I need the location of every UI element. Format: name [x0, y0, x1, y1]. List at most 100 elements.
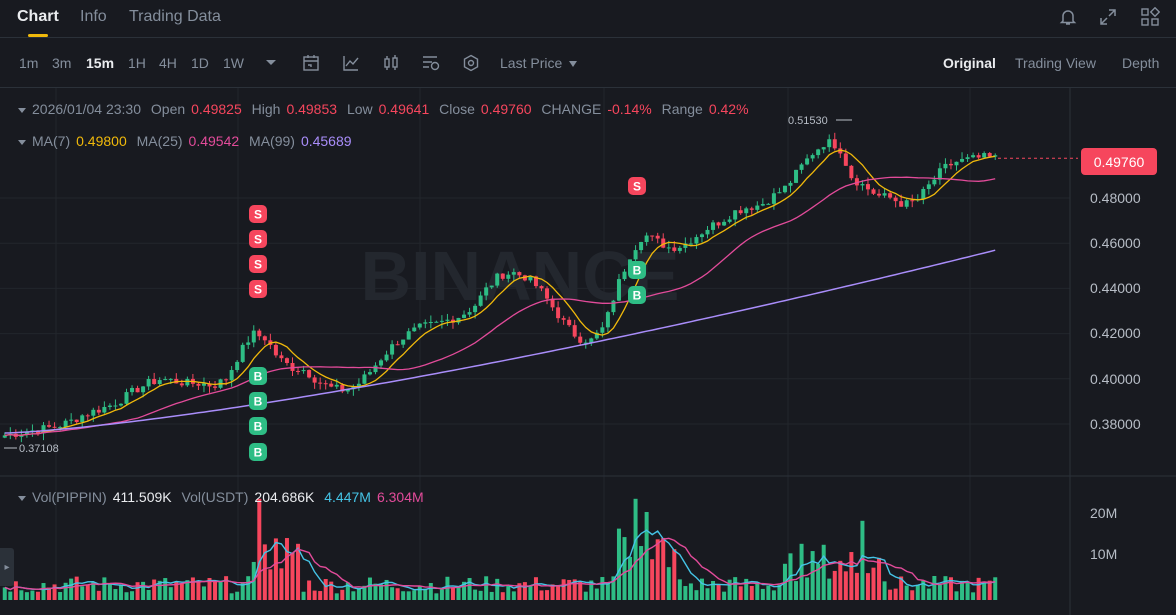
view-depth[interactable]: Depth [1122, 55, 1160, 71]
volume-bar [307, 580, 312, 600]
volume-bar [52, 584, 57, 600]
volume-bar [268, 569, 273, 600]
expand-icon[interactable] [1097, 6, 1119, 28]
volume-bar [434, 593, 439, 600]
volume-bar [401, 591, 406, 600]
candle-body [279, 355, 284, 359]
volume-bar [915, 585, 920, 600]
timeframe-1h[interactable]: 1H [128, 55, 146, 71]
candle-body [616, 279, 621, 301]
volume-bar [633, 498, 638, 600]
vol-base-label: Vol(PIPPIN) [32, 489, 107, 505]
volume-ma-short-line [4, 529, 996, 591]
low-value: 0.49641 [378, 101, 430, 117]
volume-bar [80, 586, 85, 600]
low-marker-label: 0.37108 [19, 443, 59, 455]
hexagon-settings-icon[interactable] [461, 53, 481, 73]
vol-base-value: 411.509K [112, 489, 172, 505]
grid-layout-icon[interactable] [1139, 6, 1161, 28]
candle-body [412, 327, 417, 332]
candle-body [965, 157, 970, 159]
active-tab-indicator [28, 34, 48, 37]
volume-bar [639, 546, 644, 600]
candle-body [201, 383, 206, 386]
candle-body [146, 379, 151, 387]
tab-chart[interactable]: Chart [17, 8, 59, 25]
timeframe-1w[interactable]: 1W [223, 55, 244, 71]
price-axis-tick: 0.46000 [1090, 235, 1141, 251]
volume-bar [965, 581, 970, 600]
volume-bar [711, 581, 716, 600]
candle-type-icon[interactable] [381, 53, 401, 73]
sell-signal-badge [249, 280, 267, 298]
volume-bar [312, 590, 317, 600]
volume-bar [152, 579, 157, 600]
volume-bar [428, 582, 433, 600]
candle-body [323, 383, 328, 385]
view-trading-view[interactable]: Trading View [1015, 55, 1096, 71]
volume-bar [456, 586, 461, 600]
candle-body [821, 147, 826, 150]
candle-body [141, 386, 146, 393]
timeframe-1d[interactable]: 1D [191, 55, 209, 71]
candle-body [495, 273, 500, 286]
timeframe-1m[interactable]: 1m [19, 55, 39, 71]
volume-bar [47, 587, 52, 600]
volume-bar [13, 581, 18, 600]
candle-body [683, 243, 688, 248]
price-axis-tick: 0.48000 [1090, 190, 1141, 206]
volume-bar [118, 584, 123, 600]
chart-settings-icon[interactable] [421, 53, 441, 73]
collapse-caret-icon[interactable] [18, 107, 26, 113]
candle-body [694, 237, 699, 244]
candle-body [877, 193, 882, 196]
volume-bar [722, 591, 727, 600]
open-value: 0.49825 [191, 101, 242, 117]
timeframe-15m[interactable]: 15m [86, 55, 115, 71]
calendar-icon[interactable] [301, 53, 321, 73]
volume-bar [224, 576, 229, 600]
price-mode-dropdown[interactable]: Last Price [500, 55, 578, 71]
volume-bar [390, 587, 395, 600]
volume-bar [340, 589, 345, 600]
candle-body [539, 286, 544, 289]
candle-body [755, 205, 760, 210]
range-label: Range [661, 101, 703, 117]
candle-body [179, 383, 184, 386]
candle-body [185, 378, 190, 386]
bell-icon[interactable] [1057, 6, 1079, 28]
candle-body [163, 379, 168, 381]
collapse-caret-icon[interactable] [18, 495, 26, 501]
candle-body [727, 219, 732, 222]
volume-bar [395, 588, 400, 600]
candle-body [473, 305, 478, 313]
volume-bar [96, 590, 101, 600]
tab-info[interactable]: Info [80, 8, 107, 25]
candle-body [849, 165, 854, 179]
volume-bar [644, 512, 649, 600]
candle-body [213, 386, 218, 388]
candle-body [893, 197, 898, 202]
candle-body [572, 325, 577, 337]
volume-bar [196, 580, 201, 600]
candle-body [450, 319, 455, 323]
volume-bar [367, 577, 372, 600]
view-original[interactable]: Original [943, 55, 996, 71]
more-intervals-icon[interactable] [261, 53, 281, 73]
candle-body [788, 182, 793, 186]
collapse-caret-icon[interactable] [18, 139, 26, 145]
volume-bar [600, 577, 605, 600]
side-panel-toggle-button[interactable]: ▸ [0, 548, 14, 586]
timeframe-3m[interactable]: 3m [52, 55, 72, 71]
candle-body [257, 330, 262, 337]
candle-body [545, 288, 550, 299]
candle-body [816, 149, 821, 156]
volume-bar [146, 589, 151, 600]
candle-body [439, 320, 444, 322]
candle-body [982, 153, 987, 158]
candle-body [749, 208, 754, 210]
tab-trading-data[interactable]: Trading Data [129, 8, 221, 25]
indicators-icon[interactable] [341, 53, 361, 73]
timeframe-4h[interactable]: 4H [159, 55, 177, 71]
